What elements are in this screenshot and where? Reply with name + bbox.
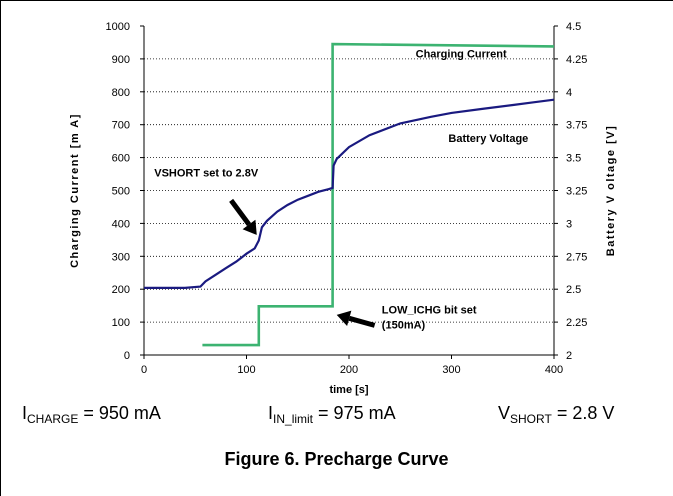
y-left-tick-label: 900 xyxy=(112,54,130,66)
x-tick-label: 200 xyxy=(340,364,358,376)
icharge-rest: = 950 mA xyxy=(78,403,161,423)
y-left-tick-label: 500 xyxy=(112,186,130,198)
vshort-equation: VSHORT = 2.8 V xyxy=(498,403,615,426)
y-right-tick-label: 2 xyxy=(566,350,572,362)
vshort-sub: SHORT xyxy=(510,412,552,426)
y-right-tick-label: 4.5 xyxy=(566,21,581,33)
annotation-label: (150mA) xyxy=(382,320,426,332)
y-left-axis-label: Charging Current [m A] xyxy=(69,113,81,268)
iin-main: I xyxy=(268,403,274,423)
y-left-tick-label: 0 xyxy=(124,350,130,362)
annotation-label: Charging Current xyxy=(416,48,507,60)
y-right-tick-label: 3.75 xyxy=(566,120,587,132)
y-right-tick-label: 4.25 xyxy=(566,54,587,66)
vshort-main: V xyxy=(498,403,511,423)
iin-rest: = 975 mA xyxy=(313,403,396,423)
grid-layer xyxy=(144,58,554,323)
annotation-label: VSHORT set to 2.8V xyxy=(154,167,259,179)
arrow-head xyxy=(242,219,257,235)
annotation-label: LOW_ICHG bit set xyxy=(382,305,477,317)
figure-caption: Figure 6. Precharge Curve xyxy=(224,449,449,469)
precharge-chart: 0100200300400500600700800900100022.252.5… xyxy=(69,21,617,396)
iin-sub: IN_limit xyxy=(273,412,314,426)
vshort-rest: = 2.8 V xyxy=(551,403,615,423)
x-tick-label: 400 xyxy=(545,364,563,376)
y-left-tick-label: 400 xyxy=(112,218,130,230)
arrow-shaft xyxy=(229,198,252,226)
frame-left-line xyxy=(0,0,1,496)
y-right-tick-label: 2.25 xyxy=(566,317,587,329)
icharge-main: I xyxy=(22,403,28,423)
y-right-tick-label: 3.5 xyxy=(566,153,581,165)
x-axis-label: time [s] xyxy=(329,384,368,396)
y-left-tick-label: 1000 xyxy=(106,21,130,33)
y-left-tick-label: 300 xyxy=(112,251,130,263)
y-left-tick-label: 700 xyxy=(112,120,130,132)
charging-current-line xyxy=(202,42,555,347)
y-left-tick-label: 800 xyxy=(112,87,130,99)
annotation-layer: Charging Current Battery Voltage VSHORT se… xyxy=(154,48,528,331)
x-tick-label: 100 xyxy=(237,364,255,376)
y-right-axis-label: Battery V oltage [V] xyxy=(605,125,617,256)
icharge-equation: ICHARGE = 950 mA xyxy=(22,403,161,426)
icharge-sub: CHARGE xyxy=(27,412,79,426)
axes-layer: 0100200300400500600700800900100022.252.5… xyxy=(106,21,588,376)
y-left-tick-label: 600 xyxy=(112,153,130,165)
annotation-label: Battery Voltage xyxy=(448,133,528,145)
arrow-head xyxy=(336,310,352,327)
y-right-tick-label: 2.75 xyxy=(566,251,587,263)
y-left-tick-label: 200 xyxy=(112,284,130,296)
y-right-tick-label: 4 xyxy=(566,87,572,99)
y-right-tick-label: 2.5 xyxy=(566,284,581,296)
frame-top-line xyxy=(0,0,673,1)
arrow-shaft xyxy=(348,315,376,328)
iin-limit-equation: IIN_limit = 975 mA xyxy=(268,403,396,426)
x-tick-label: 300 xyxy=(442,364,460,376)
battery-voltage-line xyxy=(144,98,555,289)
y-right-tick-label: 3 xyxy=(566,218,572,230)
y-left-tick-label: 100 xyxy=(112,317,130,329)
series-layer xyxy=(144,42,555,347)
x-tick-label: 0 xyxy=(141,364,147,376)
y-right-tick-label: 3.25 xyxy=(566,186,587,198)
